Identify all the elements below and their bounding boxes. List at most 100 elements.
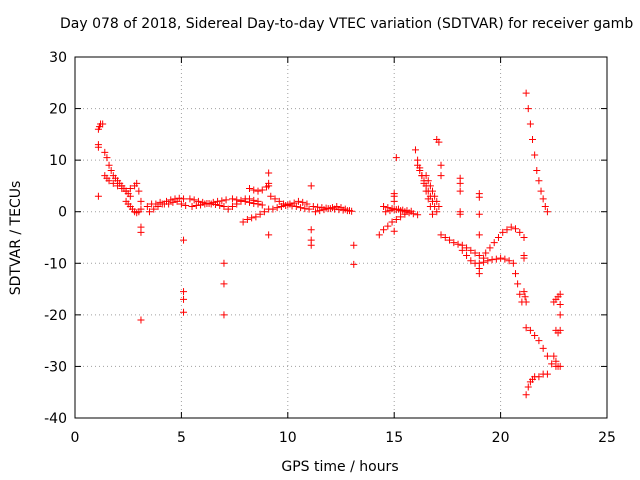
data-point [163, 197, 171, 205]
x-tick-labels: 0 5 10 15 20 25 [71, 430, 616, 446]
data-point [271, 195, 279, 203]
x-axis-label: GPS time / hours [281, 459, 398, 475]
data-point [388, 218, 396, 226]
data-point [511, 270, 519, 278]
data-point [475, 252, 483, 260]
data-point [543, 352, 551, 360]
y-tick-label: 10 [49, 153, 67, 169]
data-point [433, 208, 441, 216]
data-point [292, 203, 300, 211]
data-point [277, 203, 285, 211]
data-point [273, 204, 281, 212]
series-seg19 [307, 182, 315, 249]
data-point [475, 270, 483, 278]
data-point [386, 207, 394, 215]
data-point [556, 326, 564, 334]
data-point [220, 311, 228, 319]
data-point [99, 120, 107, 128]
data-point [475, 231, 483, 239]
data-point [416, 164, 424, 172]
data-point [433, 197, 441, 205]
data-point [243, 215, 251, 223]
data-point [256, 210, 264, 218]
data-point [222, 196, 230, 204]
x-tick-label: 25 [598, 430, 616, 446]
series-seg40 [522, 324, 564, 370]
data-point [109, 179, 117, 187]
data-point [380, 226, 388, 234]
series-seg26 [390, 154, 400, 235]
data-point [252, 213, 260, 221]
data-point [492, 255, 500, 263]
series-seg09 [186, 195, 228, 211]
data-point [456, 179, 464, 187]
data-point [392, 215, 400, 223]
data-point [431, 192, 439, 200]
data-point [529, 136, 537, 144]
data-point [548, 360, 556, 368]
data-point [265, 179, 273, 187]
data-point [463, 244, 471, 252]
data-point [403, 207, 411, 215]
data-point [522, 324, 530, 332]
data-point [384, 222, 392, 230]
data-point [435, 138, 443, 146]
series-seg30 [433, 136, 445, 180]
data-point [429, 187, 437, 195]
data-point [514, 280, 522, 288]
data-point [424, 177, 432, 185]
data-point [422, 187, 430, 195]
data-point [399, 206, 407, 214]
y-tick-label: 30 [49, 50, 67, 66]
series-seg25 [382, 205, 415, 216]
data-point [411, 146, 419, 154]
data-point [265, 169, 273, 177]
series-seg10 [188, 196, 230, 211]
data-point [94, 192, 102, 200]
data-point [309, 203, 317, 211]
data-point [307, 241, 315, 249]
data-point [180, 295, 188, 303]
chart-title: Day 078 of 2018, Sidereal Day-to-day VTE… [60, 16, 633, 32]
data-point [509, 259, 517, 267]
data-point [501, 255, 509, 263]
data-point [103, 154, 111, 162]
data-point [475, 193, 483, 201]
data-point [267, 192, 275, 200]
series-seg41 [550, 352, 562, 370]
data-point [350, 260, 358, 268]
data-point [535, 177, 543, 185]
data-point [521, 293, 529, 301]
data-point [265, 231, 273, 239]
data-point [180, 288, 188, 296]
data-point [420, 179, 428, 187]
data-point [333, 203, 341, 211]
data-point [535, 373, 543, 381]
data-point [188, 203, 196, 211]
data-point [137, 205, 145, 213]
series-seg31 [437, 231, 488, 262]
data-point [394, 205, 402, 213]
data-point [133, 179, 141, 187]
data-point [233, 196, 241, 204]
series-seg07 [145, 194, 188, 216]
data-point [533, 166, 541, 174]
data-point [314, 203, 322, 211]
plot-frame [74, 56, 608, 419]
series-seg32 [458, 246, 488, 267]
series-seg43 [552, 301, 564, 337]
y-tick-label: 0 [58, 205, 67, 221]
series-seg34 [475, 190, 483, 278]
data-point [550, 352, 558, 360]
data-point [190, 196, 198, 204]
data-point [524, 383, 532, 391]
series-seg37 [520, 252, 530, 306]
data-point [520, 288, 528, 296]
data-point [480, 258, 488, 266]
data-point [539, 344, 547, 352]
data-point [105, 177, 113, 185]
data-point [437, 231, 445, 239]
data-point [422, 172, 430, 180]
data-point [220, 259, 228, 267]
